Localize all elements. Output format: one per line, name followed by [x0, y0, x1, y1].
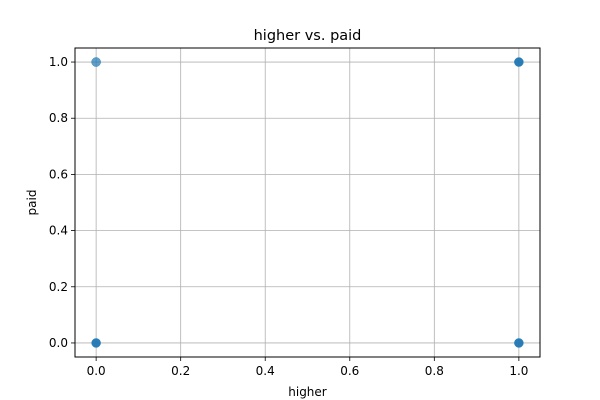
scatter-point	[514, 57, 524, 67]
scatter-point	[91, 338, 101, 348]
scatter-point	[514, 338, 524, 348]
y-tick-label: 0.4	[49, 224, 68, 238]
y-tick-label: 0.2	[49, 280, 68, 294]
y-tick-label: 0.0	[49, 336, 68, 350]
x-tick-label: 1.0	[509, 364, 528, 378]
y-tick-label: 0.8	[49, 111, 68, 125]
axis-ticks: 0.0 0.2 0.4 0.6 0.8 1.0 0.0 0.2 0.4 0.6 0.8 1.0	[49, 55, 529, 378]
x-tick-label: 0.8	[425, 364, 444, 378]
x-tick-label: 0.4	[256, 364, 275, 378]
x-tick-label: 0.6	[340, 364, 359, 378]
scatter-point	[91, 57, 101, 67]
y-tick-label: 0.6	[49, 167, 68, 181]
x-axis-label: higher	[288, 385, 327, 399]
chart-title: higher vs. paid	[254, 28, 362, 44]
x-tick-label: 0.2	[171, 364, 190, 378]
y-axis-label: paid	[25, 190, 39, 216]
x-tick-label: 0.0	[87, 364, 106, 378]
data-points	[91, 57, 524, 348]
grid-lines	[75, 48, 540, 357]
plot-area-frame	[74, 47, 541, 358]
y-tick-label: 1.0	[49, 55, 68, 69]
